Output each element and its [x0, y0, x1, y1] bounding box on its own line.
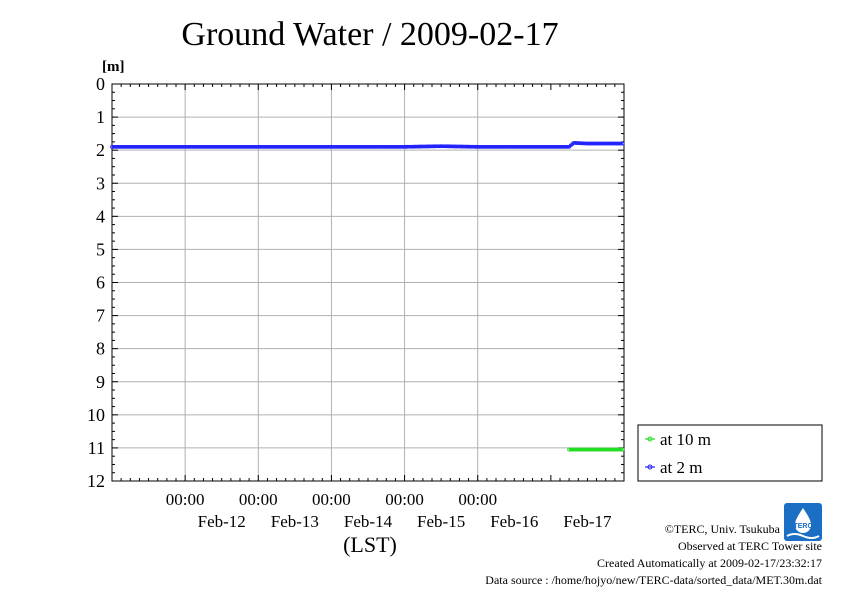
y-tick-label: 11	[88, 438, 105, 458]
y-tick-label: 6	[96, 273, 105, 293]
data-source-text: Data source : /home/hojyo/new/TERC-data/…	[485, 573, 822, 587]
data-point	[620, 447, 625, 452]
y-tick-label: 0	[96, 74, 105, 94]
y-tick-label: 1	[96, 107, 105, 127]
grid	[112, 84, 624, 481]
x-day-label: Feb-17	[563, 512, 612, 531]
x-time-label: 00:00	[385, 490, 424, 509]
legend-swatch-marker	[647, 436, 653, 442]
x-day-label: Feb-14	[344, 512, 393, 531]
legend-label: at 10 m	[660, 430, 711, 449]
y-tick-label: 12	[87, 471, 105, 491]
y-tick-label: 3	[96, 173, 105, 193]
axis-ticks	[112, 83, 624, 482]
y-tick-label: 7	[96, 306, 105, 326]
x-time-label: 00:00	[458, 490, 497, 509]
data-point	[619, 141, 623, 146]
x-time-label: 00:00	[166, 490, 205, 509]
data-series	[110, 140, 625, 452]
x-day-label: Feb-13	[271, 512, 319, 531]
data-point	[565, 144, 570, 149]
y-tick-label: 2	[96, 140, 105, 160]
plot-area-border	[111, 83, 625, 482]
legend-label: at 2 m	[660, 458, 703, 477]
x-day-label: Feb-15	[417, 512, 465, 531]
legend-swatch-marker	[647, 464, 653, 470]
copyright-text: ©TERC, Univ. Tsukuba	[665, 522, 781, 536]
x-day-label: Feb-12	[198, 512, 246, 531]
data-point	[619, 447, 623, 452]
chart-title: Ground Water / 2009-02-17	[181, 16, 558, 53]
y-tick-label: 9	[96, 372, 105, 392]
x-axis-label: (LST)	[343, 532, 397, 557]
y-axis-unit-label: [m]	[102, 59, 125, 75]
x-time-label: 00:00	[312, 490, 351, 509]
legend-box	[637, 424, 823, 482]
y-tick-label: 8	[96, 339, 105, 359]
x-tick-labels: 00:00 00:00 00:00 00:00 00:00 Feb-12 Feb-13 Feb…	[166, 490, 612, 531]
observed-text: Observed at TERC Tower site	[678, 539, 822, 553]
logo-text: TERC	[793, 523, 812, 530]
x-time-label: 00:00	[239, 490, 278, 509]
terc-logo: TERC	[784, 503, 822, 541]
y-tick-label: 4	[96, 206, 105, 226]
data-point	[620, 141, 625, 146]
legend: at 10 m at 2 m	[637, 424, 823, 482]
x-day-label: Feb-16	[490, 512, 538, 531]
y-tick-label: 5	[96, 239, 105, 259]
created-text: Created Automatically at 2009-02-17/23:3…	[597, 556, 822, 570]
y-tick-label: 10	[87, 405, 105, 425]
